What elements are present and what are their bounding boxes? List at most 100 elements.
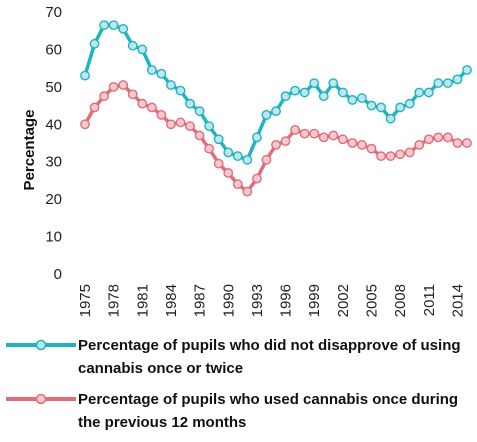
data-point-s1 [251, 173, 262, 184]
data-point-s1 [376, 151, 386, 162]
data-point-s0 [385, 113, 396, 124]
x-tick-label: 1984 [163, 284, 180, 317]
data-point-s0 [423, 87, 434, 98]
data-point-s1 [404, 147, 415, 158]
x-tick-label: 1993 [249, 284, 266, 317]
data-point-s0 [89, 38, 100, 49]
data-point-s1 [127, 89, 138, 100]
data-point-s0 [194, 106, 205, 117]
x-tick-label: 1999 [306, 284, 323, 317]
data-point-s1 [89, 102, 100, 113]
data-point-s1 [318, 132, 329, 143]
data-point-s0 [156, 68, 167, 79]
data-point-s1 [462, 138, 472, 148]
data-point-s1 [366, 143, 377, 154]
data-point-s0 [366, 100, 377, 111]
data-point-s1 [357, 139, 367, 150]
x-tick-label: 1987 [192, 284, 209, 317]
legend-label-not-disapprove: Percentage of pupils who did not disappr… [78, 337, 461, 377]
data-point-s1 [156, 110, 167, 120]
x-axis: 1975 1978 1981 1984 1987 1990 1993 1996 1999 2002… [77, 284, 466, 317]
legend-swatch-pink [6, 393, 76, 405]
data-point-s0 [395, 102, 406, 113]
data-point-s1 [213, 158, 224, 169]
data-point-s1 [146, 102, 157, 113]
data-point-s0 [261, 110, 272, 120]
data-point-s1 [280, 136, 291, 147]
data-point-s0 [213, 134, 224, 145]
x-tick-label: 2002 [335, 284, 352, 317]
data-point-s0 [337, 87, 348, 98]
x-tick-label: 1981 [134, 284, 151, 317]
data-point-s1 [442, 132, 453, 143]
data-point-s0 [376, 102, 386, 113]
data-point-s0 [357, 93, 367, 103]
data-point-s1 [108, 81, 119, 92]
data-point-s0 [127, 40, 138, 51]
data-point-s0 [80, 70, 90, 81]
data-point-s1 [337, 134, 348, 145]
data-point-s0 [232, 151, 243, 162]
data-point-s1 [99, 91, 110, 102]
data-point-s1 [166, 119, 176, 130]
data-point-s0 [185, 98, 195, 109]
data-point-s0 [462, 65, 472, 75]
data-point-s1 [271, 139, 281, 150]
data-point-s1 [80, 119, 90, 130]
data-point-s0 [280, 91, 291, 102]
data-point-s1 [261, 154, 272, 165]
legend-item-not-disapprove: Percentage of pupils who did not disappr… [0, 334, 477, 380]
data-point-s1 [194, 130, 205, 141]
data-point-s0 [251, 132, 262, 143]
legend-swatch-teal [6, 339, 76, 351]
data-point-s1 [433, 132, 444, 143]
data-point-s1 [414, 139, 425, 150]
series-markers [80, 20, 472, 197]
data-point-s1 [118, 80, 129, 90]
y-tick-label: 40 [45, 116, 62, 133]
data-point-s1 [175, 117, 186, 128]
data-point-s1 [347, 138, 358, 148]
data-point-s1 [423, 134, 434, 145]
x-tick-label: 2005 [364, 284, 381, 317]
data-point-s0 [271, 106, 281, 117]
data-point-s1 [232, 179, 243, 190]
data-point-s0 [318, 91, 329, 102]
data-point-s0 [108, 20, 119, 31]
data-point-s0 [452, 74, 463, 85]
data-point-s0 [175, 85, 186, 96]
data-point-s1 [242, 186, 253, 197]
data-point-s0 [299, 87, 310, 98]
data-point-s1 [299, 128, 310, 139]
data-point-s1 [395, 149, 406, 160]
data-point-s0 [414, 87, 425, 98]
legend-item-used-cannabis: Percentage of pupils who used cannabis o… [0, 388, 477, 434]
legend-marker-pink [35, 393, 47, 405]
y-tick-label: 50 [45, 79, 62, 96]
data-point-s0 [442, 78, 453, 89]
legend: Percentage of pupils who did not disappr… [0, 334, 477, 442]
data-point-s0 [146, 65, 157, 75]
data-point-s0 [99, 20, 110, 31]
y-tick-label: 70 [45, 4, 62, 21]
data-point-s0 [309, 78, 320, 89]
x-tick-label: 2011 [421, 284, 438, 316]
data-point-s0 [328, 78, 339, 89]
legend-marker-teal [35, 339, 47, 351]
data-point-s1 [309, 128, 320, 139]
data-point-s0 [347, 95, 358, 105]
data-point-s1 [452, 138, 463, 148]
data-point-s1 [204, 143, 215, 154]
x-tick-label: 1990 [220, 284, 237, 317]
y-tick-label: 20 [45, 191, 62, 208]
data-point-s1 [385, 151, 396, 162]
x-tick-label: 1996 [278, 284, 295, 317]
data-point-s1 [223, 168, 234, 178]
x-tick-label: 1975 [77, 284, 94, 317]
data-point-s1 [185, 121, 195, 132]
y-tick-label: 60 [45, 41, 62, 58]
data-point-s1 [137, 98, 148, 109]
data-point-s0 [223, 147, 234, 158]
y-tick-label: 30 [45, 154, 62, 171]
